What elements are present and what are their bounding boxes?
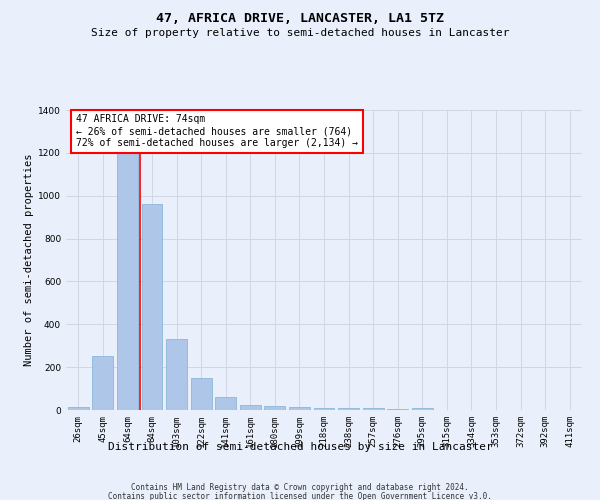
Bar: [338, 408, 359, 410]
Bar: [142, 204, 163, 410]
Bar: [240, 404, 261, 410]
Text: Contains HM Land Registry data © Crown copyright and database right 2024.: Contains HM Land Registry data © Crown c…: [131, 483, 469, 492]
Bar: [387, 409, 408, 410]
Bar: [265, 406, 286, 410]
Text: 47 AFRICA DRIVE: 74sqm
← 26% of semi-detached houses are smaller (764)
72% of se: 47 AFRICA DRIVE: 74sqm ← 26% of semi-det…: [76, 114, 358, 148]
Bar: [191, 378, 212, 410]
Bar: [412, 408, 433, 410]
Y-axis label: Number of semi-detached properties: Number of semi-detached properties: [24, 154, 34, 366]
Text: 47, AFRICA DRIVE, LANCASTER, LA1 5TZ: 47, AFRICA DRIVE, LANCASTER, LA1 5TZ: [156, 12, 444, 26]
Bar: [166, 340, 187, 410]
Bar: [362, 408, 383, 410]
Bar: [68, 407, 89, 410]
Bar: [289, 407, 310, 410]
Bar: [215, 397, 236, 410]
Bar: [92, 356, 113, 410]
Bar: [314, 408, 334, 410]
Text: Contains public sector information licensed under the Open Government Licence v3: Contains public sector information licen…: [108, 492, 492, 500]
Text: Size of property relative to semi-detached houses in Lancaster: Size of property relative to semi-detach…: [91, 28, 509, 38]
Bar: [117, 141, 138, 410]
Text: Distribution of semi-detached houses by size in Lancaster: Distribution of semi-detached houses by …: [107, 442, 493, 452]
